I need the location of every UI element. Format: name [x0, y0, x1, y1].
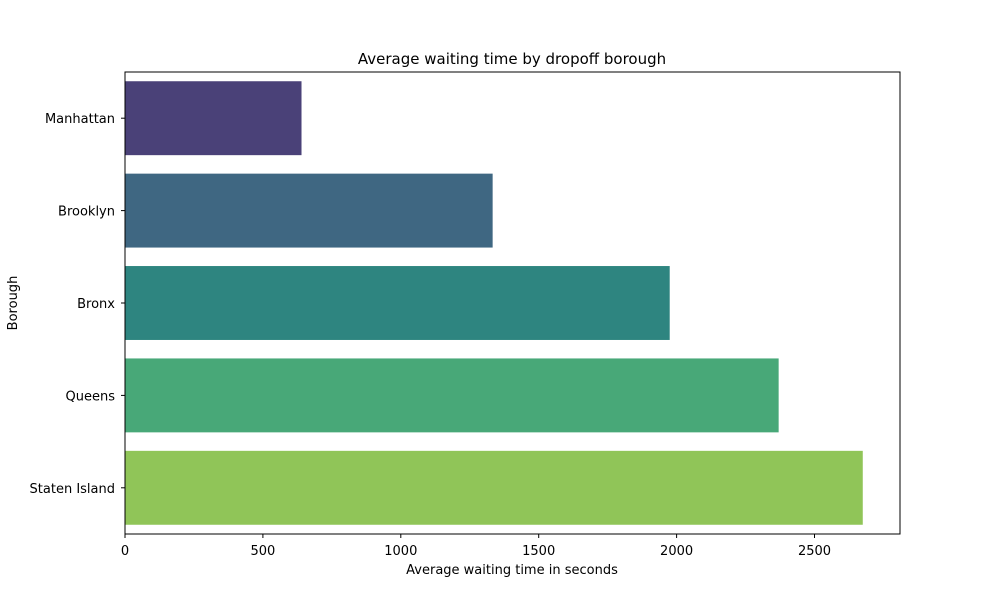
chart-title: Average waiting time by dropoff borough: [358, 50, 666, 68]
y-tick-label: Queens: [66, 389, 116, 404]
x-tick-label: 2000: [660, 544, 693, 559]
bar-manhattan: [125, 81, 302, 156]
bar-brooklyn: [125, 173, 493, 248]
bars-layer: [125, 81, 863, 525]
y-tick-label: Staten Island: [30, 482, 115, 497]
x-tick-label: 500: [250, 544, 275, 559]
x-tick-label: 1000: [384, 544, 417, 559]
y-tick-label: Manhattan: [45, 112, 115, 127]
plot-frame: [124, 71, 901, 535]
x-tick-label: 1500: [522, 544, 555, 559]
y-axis-ticks: Manhattan Brooklyn Bronx Queens Staten Islan…: [30, 112, 125, 497]
bar-staten-island: [125, 450, 863, 525]
bar-queens: [125, 358, 779, 433]
x-axis-ticks: 0 500 1000 1500 2000 2500: [121, 534, 831, 559]
bar-bronx: [125, 266, 670, 340]
x-tick-label: 2500: [798, 544, 831, 559]
x-tick-label: 0: [121, 544, 129, 559]
y-tick-label: Bronx: [77, 297, 115, 312]
y-tick-label: Brooklyn: [58, 205, 115, 220]
y-axis-label: Borough: [6, 276, 21, 331]
x-axis-label: Average waiting time in seconds: [406, 563, 618, 578]
